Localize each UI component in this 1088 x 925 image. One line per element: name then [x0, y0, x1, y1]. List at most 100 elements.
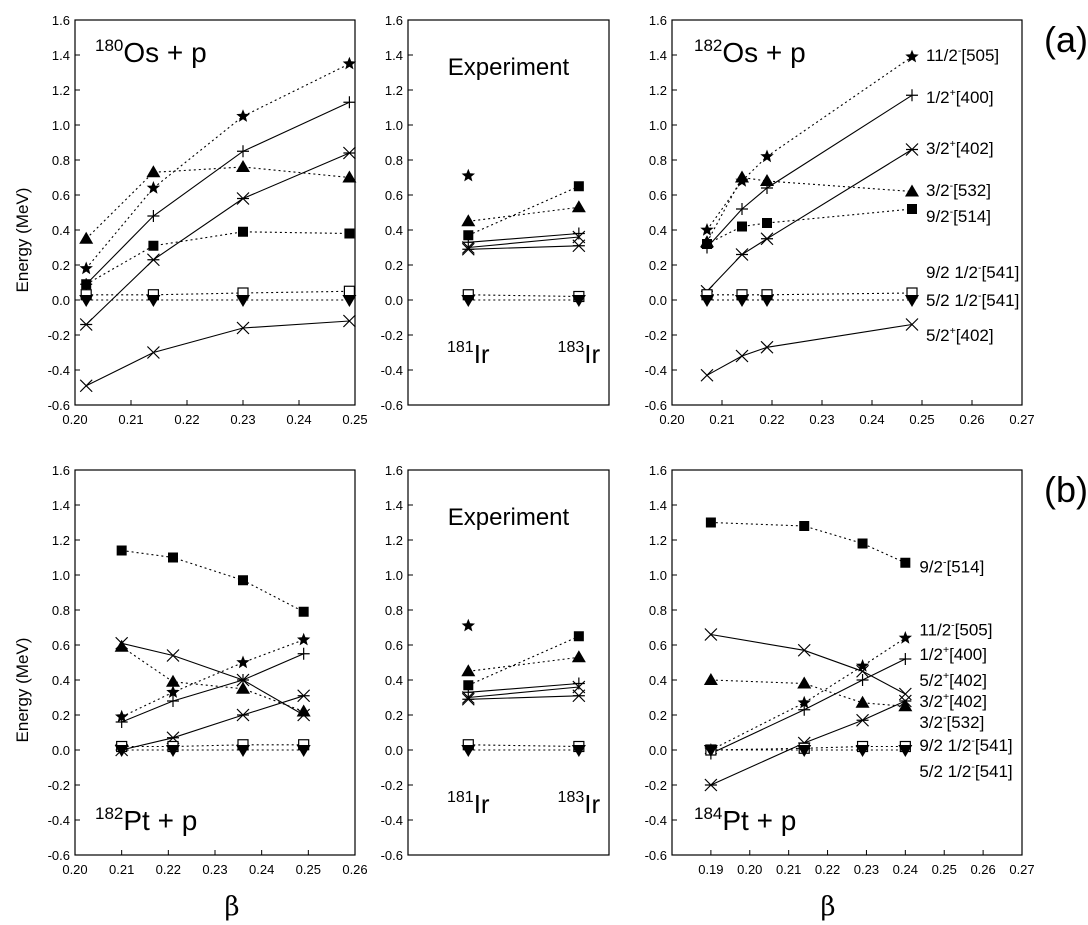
series-asterisk [461, 239, 586, 256]
marker-asterisk [856, 713, 869, 727]
series-star [79, 56, 357, 275]
marker-plus [462, 686, 475, 699]
series-line [85, 166, 350, 240]
marker-triangle-down [735, 295, 749, 307]
x-tick-label: 0.22 [815, 862, 840, 877]
y-tick-label: -0.6 [48, 848, 70, 863]
y-tick-label: 0.4 [52, 673, 70, 688]
series-line [121, 549, 304, 613]
state-label: 3/2-[532] [926, 180, 991, 200]
series-triangle [79, 160, 357, 244]
series-line [468, 695, 579, 700]
y-tick-label: 1.4 [649, 48, 667, 63]
y-tick-label: 1.2 [649, 83, 667, 98]
state-label: 9/2 1/2-[541] [919, 735, 1012, 755]
y-tick-label: 0.8 [385, 153, 403, 168]
y-tick-label: 0.6 [52, 638, 70, 653]
marker-square [168, 552, 178, 563]
marker-triangle-down [905, 295, 919, 307]
y-tick-label: -0.2 [381, 328, 403, 343]
marker-triangle-down [571, 295, 586, 307]
y-tick-label: 0.8 [649, 603, 667, 618]
y-tick-label: 1.0 [385, 568, 403, 583]
y-tick-label: 0.4 [385, 673, 403, 688]
series-cross [115, 636, 311, 722]
marker-cross [735, 349, 749, 363]
series-square [705, 517, 911, 568]
series-line [121, 653, 304, 723]
state-label: 11/2-[505] [919, 619, 992, 639]
y-tick-label: 0.0 [385, 743, 403, 758]
y-tick-label: 0.0 [385, 293, 403, 308]
marker-triangle [342, 170, 357, 183]
series-line [85, 320, 350, 387]
y-tick-label: 0.2 [385, 708, 403, 723]
y-tick-label: 0.6 [649, 188, 667, 203]
marker-triangle-down [760, 295, 774, 307]
marker-triangle-down [461, 295, 476, 307]
series-triangle-down [461, 745, 586, 757]
y-tick-label: 0.4 [649, 223, 667, 238]
y-tick-label: -0.6 [381, 848, 403, 863]
marker-cross [856, 664, 869, 678]
y-tick-label: 0.4 [385, 223, 403, 238]
marker-star [700, 223, 714, 236]
y-tick-label: -0.6 [381, 398, 403, 413]
series-square [463, 181, 584, 241]
marker-square [116, 545, 127, 556]
marker-triangle-down [166, 745, 180, 757]
y-tick-label: 0.4 [649, 673, 667, 688]
marker-triangle [166, 674, 180, 687]
marker-cross [166, 649, 180, 662]
y-tick-label: 1.4 [52, 48, 70, 63]
y-tick-label: 1.2 [52, 533, 70, 548]
y-axis-label-top: Energy (MeV) [13, 188, 32, 293]
y-tick-label: 1.2 [649, 533, 667, 548]
x-tick-label: 0.25 [909, 412, 934, 427]
series-star [461, 618, 475, 632]
series-plus [80, 96, 356, 291]
y-tick-label: 0.8 [52, 153, 70, 168]
series-line [121, 744, 304, 748]
marker-plus [462, 236, 475, 249]
x-tick-label: 0.22 [759, 412, 784, 427]
marker-star [236, 109, 250, 122]
y-tick-label: 1.0 [649, 568, 667, 583]
state-label: 9/2-[514] [919, 556, 984, 576]
x-tick-label: 0.25 [342, 412, 367, 427]
marker-plus [798, 703, 811, 716]
y-tick-label: 0.2 [52, 258, 70, 273]
y-tick-label: -0.2 [48, 778, 70, 793]
panel-title: 184Pt + p [694, 804, 796, 836]
y-tick-label: 1.2 [385, 83, 403, 98]
series-triangle-down [700, 295, 919, 307]
series-line [710, 633, 906, 695]
series-triangle-down [79, 295, 357, 307]
marker-square [762, 218, 772, 228]
series-open-square [701, 287, 918, 301]
marker-star [898, 631, 912, 644]
series-line [468, 635, 580, 686]
marker-triangle [855, 695, 870, 708]
series-square [81, 226, 355, 290]
y-tick-label: 0.6 [385, 638, 403, 653]
marker-star [760, 149, 774, 163]
marker-triangle [461, 214, 476, 227]
panel-b-182pt: -0.6 -0.4 -0.2 0.0 0.2 0.4 0.6 0.8 1.0 1.2 1.4 1.6 0… [48, 463, 368, 877]
y-tick-label: -0.6 [48, 398, 70, 413]
x-tick-label: 0.23 [809, 412, 834, 427]
y-tick-label: 0.2 [649, 708, 667, 723]
marker-star [297, 632, 311, 646]
x-tick-label: 0.20 [62, 412, 87, 427]
series-asterisk [461, 689, 586, 706]
marker-triangle-down [797, 745, 812, 757]
series-line [710, 745, 906, 751]
marker-triangle-down [700, 295, 714, 307]
y-tick-label: -0.2 [645, 778, 667, 793]
series-line [468, 656, 579, 672]
plot-frame [74, 19, 356, 406]
marker-cross [342, 314, 356, 328]
y-tick-label: 0.0 [649, 293, 667, 308]
series-triangle-down [703, 745, 913, 757]
